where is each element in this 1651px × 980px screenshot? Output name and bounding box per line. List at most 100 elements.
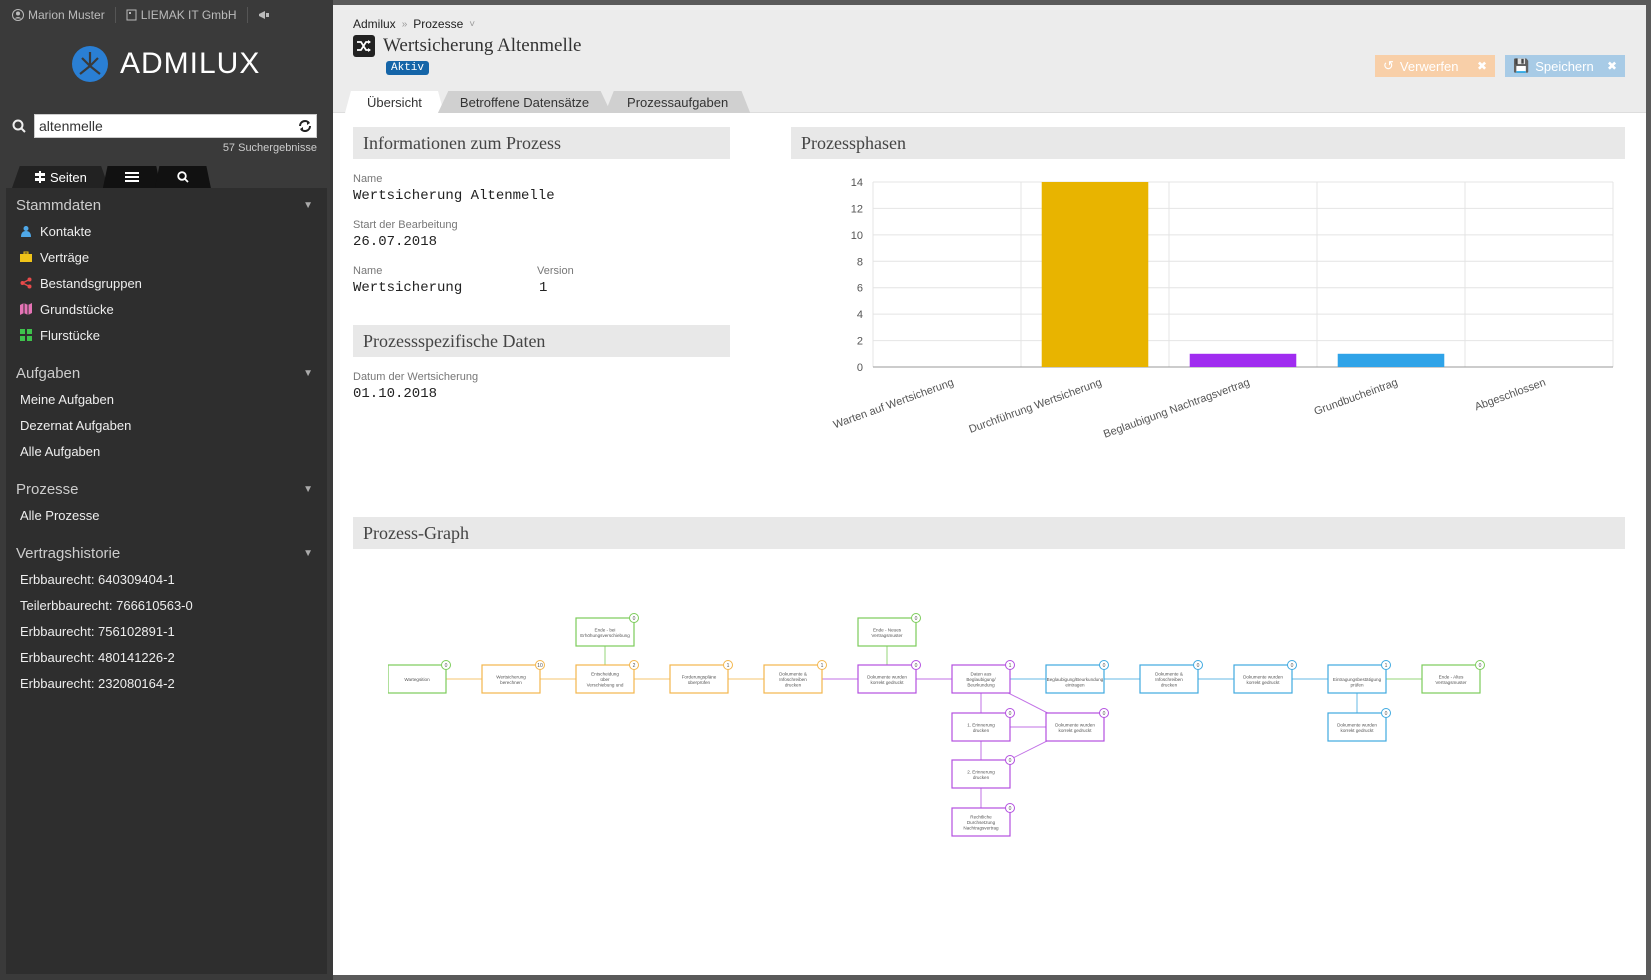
sidebar-item-label: Bestandsgruppen — [40, 275, 142, 291]
announcement-button[interactable] — [258, 9, 270, 21]
tab-search[interactable] — [154, 166, 211, 188]
sidebar-item-grundstuecke[interactable]: Grundstücke — [6, 296, 327, 322]
graph-node-badge — [629, 613, 639, 623]
specific-panel-title: Prozessspezifische Daten — [353, 325, 730, 357]
sidebar-item-alle-aufgaben[interactable]: Alle Aufgaben — [6, 438, 327, 464]
user-name: Marion Muster — [28, 8, 105, 22]
sidebar-item-alle-prozesse[interactable]: Alle Prozesse — [6, 502, 327, 528]
graph-node-label: Ende - Neues — [873, 627, 902, 632]
graph-node-badge — [1193, 660, 1203, 670]
tab-bar: Übersicht Betroffene Datensätze Prozessa… — [345, 91, 751, 113]
section-vertragshistorie[interactable]: Vertragshistorie ▼ — [6, 540, 327, 566]
divider — [246, 7, 248, 23]
share-icon — [20, 277, 32, 289]
breadcrumb: Admilux » Prozesse ˅ — [353, 17, 475, 31]
floppy-icon: 💾 — [1513, 58, 1530, 73]
sidebar-item-history[interactable]: Erbbaurecht: 756102891-1 — [6, 618, 327, 644]
graph-node-label: Verschiebung und — [587, 683, 624, 688]
graph-node-label: Infoschreiben — [779, 677, 807, 682]
sidebar-item-history[interactable]: Teilerbbaurecht: 766610563-0 — [6, 592, 327, 618]
graph-node-count: 0 — [445, 663, 448, 669]
x-tick-label: Grundbucheintrag — [1313, 377, 1400, 418]
bar — [1041, 182, 1149, 367]
sidebar-item-history[interactable]: Erbbaurecht: 232080164-2 — [6, 670, 327, 696]
graph-node-badge — [1005, 803, 1015, 813]
breadcrumb-current[interactable]: Prozesse — [413, 17, 464, 31]
process-graph: Wartegsition0Wertsicherungberechnen10Ent… — [388, 613, 1485, 837]
graph-node-label: über — [600, 677, 610, 682]
sidebar-item-flurstuecke[interactable]: Flurstücke — [6, 322, 327, 348]
briefcase-icon — [20, 251, 32, 262]
breadcrumb-separator-icon: » — [401, 18, 408, 30]
date-value: 01.10.2018 — [353, 386, 438, 402]
graph-node-label: Infoschreiben — [1155, 677, 1183, 682]
sidebar-item-label: Flurstücke — [40, 327, 100, 343]
chevron-down-icon[interactable]: ˅ — [469, 18, 476, 30]
graph-node-label: korrekt gedruckt — [1341, 728, 1375, 733]
sidebar-item-label: Kontakte — [40, 223, 92, 239]
discard-label: Verwerfen — [1399, 58, 1459, 74]
chevron-down-icon: ▼ — [303, 367, 313, 379]
user-icon — [12, 9, 24, 21]
graph-node-label: Dokumente & — [1155, 672, 1183, 677]
graph-node-label: 2. Erinnerung — [967, 769, 995, 774]
graph-node-label: Dokumente wurden — [1243, 674, 1283, 679]
graph-panel-title: Prozess-Graph — [353, 517, 1625, 549]
search-input[interactable] — [39, 118, 298, 134]
company-menu[interactable]: LIEMAK IT GmbH — [126, 8, 237, 22]
sidebar-item-vertraege[interactable]: Verträge — [6, 244, 327, 270]
graph-node — [951, 712, 1011, 742]
graph-node-label: Forderungspläne — [682, 674, 717, 679]
x-tick-label: Abgeschlossen — [1473, 377, 1547, 414]
graph-node — [951, 664, 1011, 694]
graph-node-count: 0 — [915, 616, 918, 622]
graph-node-badge — [1381, 708, 1391, 718]
sidebar-item-dezernat-aufgaben[interactable]: Dezernat Aufgaben — [6, 412, 327, 438]
graph-node-label: Dokumente wurden — [1055, 722, 1095, 727]
graph-node-count: 0 — [1009, 711, 1012, 717]
sidebar-item-label: Alle Aufgaben — [20, 443, 101, 459]
tab-uebersicht[interactable]: Übersicht — [345, 91, 444, 113]
sidebar-item-meine-aufgaben[interactable]: Meine Aufgaben — [6, 386, 327, 412]
breadcrumb-root[interactable]: Admilux — [353, 17, 396, 31]
sidebar-item-kontakte[interactable]: Kontakte — [6, 218, 327, 244]
tab-list[interactable] — [102, 166, 161, 188]
graph-node-label: Rechtliche — [970, 815, 992, 820]
sidebar-item-history[interactable]: Erbbaurecht: 640309404-1 — [6, 566, 327, 592]
map-icon — [20, 303, 32, 315]
divider — [114, 7, 116, 23]
graph-node — [857, 664, 917, 694]
graph-node-badge — [1099, 660, 1109, 670]
search-field[interactable] — [34, 114, 317, 138]
signpost-icon — [35, 171, 45, 183]
undo-icon: ↺ — [1383, 58, 1394, 73]
user-menu[interactable]: Marion Muster — [12, 8, 105, 22]
graph-node — [951, 759, 1011, 789]
section-prozesse[interactable]: Prozesse ▼ — [6, 476, 327, 502]
x-tick-label: Durchführung Wertsicherung — [967, 377, 1103, 436]
app-logo[interactable]: ADMILUX — [70, 44, 260, 84]
graph-node-badge — [911, 660, 921, 670]
search-result-count: 57 Suchergebnisse — [222, 142, 317, 154]
refresh-icon[interactable] — [298, 119, 312, 133]
sidebar-item-bestandsgruppen[interactable]: Bestandsgruppen — [6, 270, 327, 296]
graph-node-count: 1 — [1385, 663, 1388, 669]
graph-node-label: Beurkundung — [967, 683, 995, 688]
section-stammdaten[interactable]: Stammdaten ▼ — [6, 192, 327, 218]
sidebar-item-history[interactable]: Erbbaurecht: 480141226-2 — [6, 644, 327, 670]
tab-prozessaufgaben[interactable]: Prozessaufgaben — [605, 91, 751, 113]
graph-node-badge — [1005, 755, 1015, 765]
graph-node-label: Wartegsition — [404, 677, 430, 682]
save-button[interactable]: 💾 Speichern ✖ — [1505, 55, 1625, 77]
graph-node-count: 0 — [1479, 663, 1482, 669]
graph-node — [857, 617, 917, 647]
discard-button[interactable]: ↺ Verwerfen ✖ — [1375, 55, 1495, 77]
section-aufgaben[interactable]: Aufgaben ▼ — [6, 360, 327, 386]
chevron-down-icon: ▼ — [303, 483, 313, 495]
tab-betroffene-datensaetze[interactable]: Betroffene Datensätze — [437, 91, 612, 113]
graph-node-label: Entscheidung — [591, 672, 619, 677]
tab-pages[interactable]: Seiten — [12, 166, 109, 188]
graph-node — [1045, 664, 1105, 694]
graph-node — [763, 664, 823, 694]
graph-node — [1327, 664, 1387, 694]
